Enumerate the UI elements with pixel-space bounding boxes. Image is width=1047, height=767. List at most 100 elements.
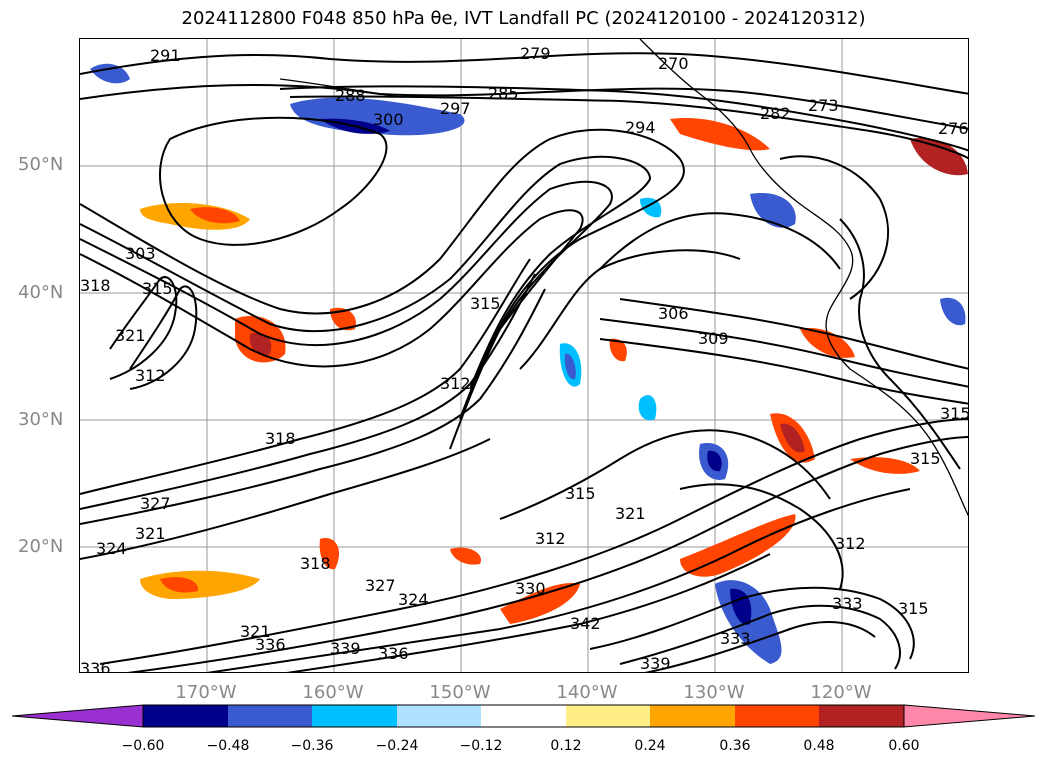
colorbar-swatch — [143, 705, 228, 727]
contour-label: 321 — [115, 326, 146, 345]
colorbar-swatch — [312, 705, 397, 727]
map-svg: 291 279 270 288 297 300 285 294 282 273 … — [80, 39, 969, 673]
contour-label: 318 — [80, 276, 111, 295]
lon-label-170w: 170°W — [175, 682, 237, 703]
coastline — [279, 39, 968, 517]
colorbar-tick: 0.24 — [634, 738, 666, 754]
pos-fill-11 — [500, 583, 580, 624]
contour-label: 321 — [240, 622, 271, 641]
contour-label: 315 — [898, 599, 929, 618]
contour-label: 294 — [625, 118, 656, 137]
contour-label: 306 — [658, 304, 689, 323]
contour-line — [80, 438, 491, 560]
colorbar-tick: 0.48 — [803, 738, 835, 754]
lon-label-160w: 160°W — [302, 682, 364, 703]
pos-fill-9 — [780, 423, 805, 453]
lon-label-140w: 140°W — [556, 682, 618, 703]
contour-line — [839, 218, 961, 470]
lat-label-40n: 40°N — [18, 282, 64, 303]
contour-label: 336 — [378, 644, 409, 663]
contour-label: 303 — [125, 244, 156, 263]
contour-label: 339 — [640, 654, 671, 673]
contour-line — [129, 285, 198, 390]
contour-line — [289, 95, 968, 160]
contour-label: 315 — [142, 279, 173, 298]
contour-label: 312 — [535, 529, 566, 548]
neg-fill-4 — [750, 193, 796, 228]
positive-ivt-fills — [140, 118, 968, 624]
contour-label: 279 — [520, 44, 551, 63]
contour-label: 318 — [265, 429, 296, 448]
pos-fill-15 — [450, 547, 481, 565]
contour-line — [599, 338, 968, 405]
contour-label: 333 — [832, 594, 863, 613]
contour-label: 330 — [515, 579, 546, 598]
pos-fill-7 — [910, 138, 968, 176]
lat-label-20n: 20°N — [18, 536, 64, 557]
negative-ivt-fills — [90, 63, 966, 664]
contour-line — [279, 85, 968, 152]
contour-label: 315 — [565, 484, 596, 503]
lat-label-30n: 30°N — [18, 409, 64, 430]
contour-label: 324 — [96, 539, 127, 558]
contour-line — [80, 273, 536, 510]
colorbar-swatch — [819, 705, 904, 727]
colorbar-swatch — [481, 705, 566, 727]
contour-line — [80, 180, 613, 420]
lon-label-150w: 150°W — [429, 682, 491, 703]
contour-label: 321 — [615, 504, 646, 523]
contour-label: 270 — [658, 54, 689, 73]
pos-fill-4 — [249, 332, 272, 356]
contour-line — [619, 298, 968, 370]
contour-label: 285 — [488, 84, 519, 103]
contour-line — [619, 604, 901, 670]
pos-fill-14 — [850, 457, 920, 474]
colorbar-tick: −0.60 — [121, 738, 165, 754]
contour-label: 282 — [760, 104, 791, 123]
colorbar-swatch — [228, 705, 312, 727]
contour-label: 276 — [938, 119, 969, 138]
contour-label: 324 — [398, 590, 429, 609]
contour-line — [80, 209, 584, 450]
contour-line — [519, 249, 741, 370]
contour-line — [99, 418, 968, 665]
colorbar-swatch — [735, 705, 819, 727]
lat-label-50n: 50°N — [18, 154, 64, 175]
contour-line — [127, 436, 968, 672]
neg-fill-9 — [707, 450, 722, 472]
pos-fill-18 — [319, 538, 340, 570]
contour-line — [80, 52, 968, 95]
colorbar-tick: 0.12 — [550, 738, 582, 754]
contour-line — [589, 586, 915, 660]
neg-fill-13 — [640, 197, 662, 218]
colorbar-tick: −0.36 — [290, 738, 334, 754]
contour-line — [499, 429, 831, 520]
neg-fill-1 — [90, 63, 130, 84]
contour-line — [80, 155, 652, 390]
theta-e-contours — [80, 52, 968, 672]
contour-label: 300 — [373, 110, 404, 129]
contour-label: 321 — [135, 524, 166, 543]
colorbar-extend-high — [903, 704, 1036, 728]
contour-label: 336 — [255, 635, 286, 654]
contour-label: 273 — [808, 96, 839, 115]
pos-fill-17 — [800, 328, 855, 358]
pos-fill-10 — [680, 514, 796, 577]
contour-line — [599, 318, 968, 388]
contour-label: 312 — [440, 374, 471, 393]
contour-line — [779, 155, 889, 300]
contour-label: 339 — [330, 639, 361, 658]
contour-label: 327 — [140, 494, 171, 513]
contour-label: 315 — [470, 294, 501, 313]
contour-line — [80, 83, 968, 130]
lon-label-120w: 120°W — [810, 682, 872, 703]
chart-title: 2024112800 F048 850 hPa θe, IVT Landfall… — [181, 8, 866, 29]
contour-line — [80, 288, 546, 525]
colorbar-swatch — [566, 705, 650, 727]
contour-label: 318 — [300, 554, 331, 573]
contour-label: 336 — [80, 659, 111, 673]
contour-line — [206, 488, 911, 672]
contour-label: 327 — [365, 576, 396, 595]
contour-line — [80, 258, 531, 495]
pos-fill-12 — [140, 570, 260, 599]
